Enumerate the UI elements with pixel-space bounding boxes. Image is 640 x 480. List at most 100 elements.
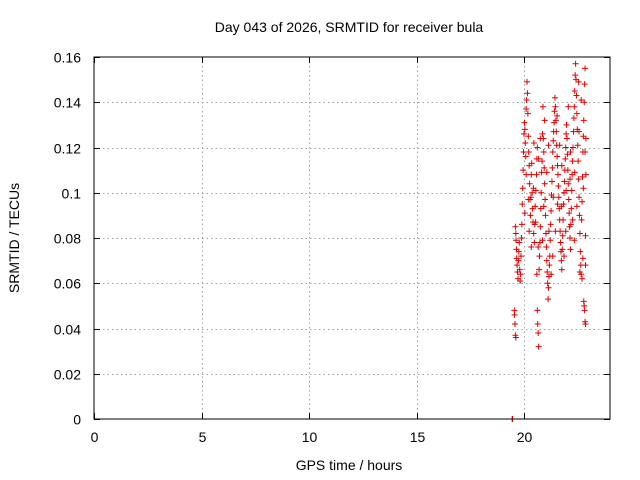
data-point	[536, 253, 543, 260]
data-points	[509, 60, 589, 422]
data-point	[526, 228, 533, 235]
data-point	[523, 106, 530, 113]
data-point	[541, 117, 548, 124]
data-point	[524, 90, 531, 97]
data-point	[554, 153, 561, 160]
data-point	[572, 72, 579, 79]
data-point	[538, 189, 545, 196]
y-tick-label: 0.1	[62, 186, 82, 202]
data-point	[521, 130, 527, 137]
data-point	[530, 230, 537, 237]
data-point	[573, 203, 580, 210]
data-point	[525, 196, 532, 203]
data-point	[567, 235, 574, 241]
data-point	[515, 248, 522, 255]
data-point	[576, 230, 583, 237]
data-point	[527, 212, 534, 219]
data-point	[579, 173, 586, 180]
data-point	[532, 203, 539, 210]
data-point	[516, 239, 523, 246]
data-point	[572, 60, 579, 67]
data-point	[517, 277, 524, 284]
data-point	[570, 128, 577, 135]
data-point	[568, 205, 575, 212]
data-point	[528, 160, 535, 167]
data-point	[547, 221, 554, 228]
data-point	[558, 162, 565, 169]
y-axis-label: SRMTID / TECUs	[6, 183, 22, 293]
data-point	[561, 178, 568, 185]
x-tick-label: 5	[199, 429, 207, 445]
data-point	[582, 135, 589, 142]
y-tick-label: 0.12	[54, 141, 81, 157]
data-point	[534, 320, 541, 327]
x-tick-label: 15	[410, 429, 426, 445]
data-point	[552, 103, 559, 110]
data-point	[567, 176, 574, 183]
y-tick-label: 0.04	[54, 322, 81, 338]
data-point	[579, 275, 586, 282]
data-point	[557, 239, 564, 246]
data-point	[581, 81, 588, 88]
data-point	[563, 130, 570, 137]
data-point	[521, 210, 528, 217]
data-point	[534, 144, 541, 151]
data-point	[577, 248, 584, 255]
data-point	[575, 158, 582, 165]
data-point	[562, 155, 569, 162]
data-point	[554, 112, 561, 119]
data-point	[533, 271, 540, 278]
data-point	[536, 266, 543, 273]
data-point	[582, 65, 589, 72]
data-point	[556, 142, 563, 149]
data-point	[520, 167, 527, 174]
data-point	[522, 153, 529, 160]
data-point	[566, 210, 573, 217]
x-tick-label: 10	[302, 429, 318, 445]
data-point	[512, 334, 519, 341]
data-point	[578, 216, 585, 223]
data-point	[519, 185, 526, 192]
data-point	[516, 266, 523, 273]
data-point	[538, 169, 545, 176]
data-point	[543, 257, 550, 264]
data-point	[571, 87, 578, 94]
data-point	[546, 262, 553, 269]
data-point	[564, 135, 570, 142]
data-point	[555, 194, 562, 201]
data-point	[543, 244, 550, 251]
data-point	[513, 237, 520, 244]
data-point	[547, 237, 554, 244]
data-point	[582, 171, 589, 178]
data-point	[524, 110, 531, 117]
chart-title: Day 043 of 2026, SRMTID for receiver bul…	[215, 19, 484, 35]
data-point	[518, 235, 525, 241]
y-tick-label: 0.16	[54, 50, 81, 66]
data-point	[559, 246, 566, 253]
data-point	[518, 221, 525, 228]
data-point	[575, 78, 582, 85]
data-point	[549, 253, 556, 260]
data-point	[542, 230, 549, 237]
data-point	[565, 196, 572, 203]
data-point	[565, 180, 572, 187]
data-point	[554, 171, 561, 178]
data-point	[512, 230, 519, 237]
y-tick-label: 0.02	[54, 367, 81, 383]
data-point	[517, 271, 524, 278]
data-point	[580, 185, 587, 192]
data-point	[573, 92, 580, 99]
data-point	[581, 99, 588, 106]
data-point	[544, 280, 551, 287]
data-point	[575, 176, 582, 183]
data-point	[548, 178, 555, 185]
data-point	[537, 135, 544, 142]
data-point	[526, 180, 533, 187]
data-point	[567, 221, 574, 228]
data-point	[539, 103, 546, 110]
data-point	[560, 253, 567, 260]
data-point	[535, 155, 542, 162]
data-point	[539, 237, 546, 244]
data-point	[551, 108, 558, 115]
axes: 0 0.02 0.04 0.06 0.08 0.1 0.12 0.14 0.16 0 5 10 15 20	[54, 50, 610, 445]
